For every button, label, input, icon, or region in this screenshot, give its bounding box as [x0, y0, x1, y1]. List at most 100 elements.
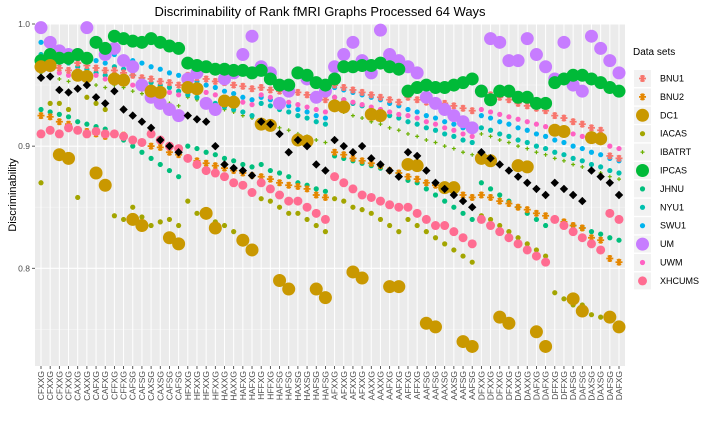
- data-point: [387, 109, 393, 115]
- data-point: [304, 109, 310, 115]
- data-point: [55, 118, 63, 126]
- data-point: [166, 167, 173, 174]
- data-point: [442, 131, 448, 137]
- data-point: [502, 84, 516, 98]
- data-point: [210, 168, 220, 178]
- data-point: [286, 103, 292, 109]
- data-point: [523, 206, 531, 214]
- data-point: [36, 129, 46, 139]
- data-point: [331, 148, 339, 156]
- data-point: [502, 316, 516, 330]
- data-point: [520, 32, 534, 46]
- data-point: [607, 167, 613, 174]
- data-point: [221, 222, 228, 229]
- data-point: [607, 174, 612, 179]
- data-point: [569, 118, 577, 126]
- x-tick-label: DFXXG: [476, 371, 486, 400]
- data-point: [201, 117, 211, 126]
- data-point: [596, 245, 606, 255]
- data-point: [561, 139, 567, 146]
- data-point: [322, 121, 329, 127]
- data-point: [570, 155, 576, 161]
- data-point: [247, 188, 257, 198]
- data-point: [561, 152, 567, 158]
- legend-item-dc1: DC1: [634, 106, 678, 124]
- data-point: [156, 77, 164, 85]
- data-point: [350, 204, 356, 210]
- x-tick-label: AAFSG: [467, 371, 477, 400]
- data-point: [432, 115, 439, 121]
- data-point: [201, 166, 211, 176]
- data-point: [221, 88, 228, 94]
- data-point: [413, 175, 421, 183]
- legend-label: BNU2: [660, 92, 684, 102]
- data-point: [497, 192, 503, 198]
- data-point: [497, 119, 503, 125]
- data-point: [477, 191, 485, 199]
- data-point: [75, 194, 81, 201]
- data-point: [614, 214, 624, 224]
- data-point: [451, 127, 457, 133]
- data-point: [612, 66, 626, 80]
- data-point: [119, 105, 128, 114]
- x-tick-label: DAXXG: [522, 371, 532, 401]
- data-point: [385, 200, 395, 210]
- data-point: [460, 210, 466, 216]
- data-point: [520, 90, 534, 104]
- data-point: [231, 229, 237, 235]
- data-point: [236, 233, 250, 247]
- data-point: [211, 162, 219, 170]
- data-point: [543, 145, 549, 152]
- data-point: [493, 310, 507, 324]
- data-point: [497, 222, 503, 229]
- data-point: [575, 84, 589, 98]
- data-point: [239, 82, 247, 90]
- data-point: [185, 143, 191, 149]
- data-point: [211, 77, 219, 85]
- data-point: [286, 99, 292, 105]
- data-point: [458, 233, 468, 243]
- data-point: [478, 125, 484, 131]
- data-point: [505, 200, 513, 208]
- data-point: [313, 113, 319, 119]
- x-tick-label: CFXXG: [64, 371, 74, 400]
- data-point: [341, 198, 347, 204]
- data-point: [139, 91, 144, 96]
- x-tick-label: HAXXG: [219, 371, 229, 401]
- data-point: [559, 221, 569, 231]
- data-point: [524, 241, 530, 247]
- x-tick-label: HFXXG: [210, 371, 220, 400]
- data-point: [309, 282, 323, 296]
- data-point: [513, 239, 523, 249]
- legend-item-bnu1: BNU1: [634, 70, 684, 87]
- data-point: [429, 81, 443, 95]
- data-point: [165, 141, 174, 151]
- data-point: [394, 202, 404, 212]
- x-tick-label: HAXSG: [302, 371, 312, 401]
- data-point: [37, 112, 45, 120]
- data-point: [514, 203, 522, 211]
- data-point: [295, 210, 301, 216]
- data-point: [340, 84, 348, 92]
- data-point: [479, 131, 484, 136]
- data-point: [523, 102, 531, 110]
- data-point: [176, 72, 182, 78]
- data-point: [300, 68, 314, 82]
- legend-label: JHNU: [660, 184, 684, 194]
- data-point: [273, 274, 287, 287]
- x-tick-label: CAFSG: [174, 371, 184, 400]
- data-point: [266, 86, 274, 94]
- data-point: [176, 103, 181, 108]
- x-tick-label: HAFSG: [275, 371, 285, 400]
- data-point: [199, 96, 213, 110]
- data-point: [442, 119, 448, 125]
- data-point: [598, 164, 604, 170]
- data-point: [415, 134, 420, 139]
- data-point: [162, 231, 176, 245]
- data-point: [551, 112, 559, 120]
- data-point: [588, 161, 595, 168]
- data-point: [43, 35, 57, 49]
- data-point: [258, 196, 264, 202]
- data-point: [497, 131, 503, 137]
- data-point: [166, 70, 173, 76]
